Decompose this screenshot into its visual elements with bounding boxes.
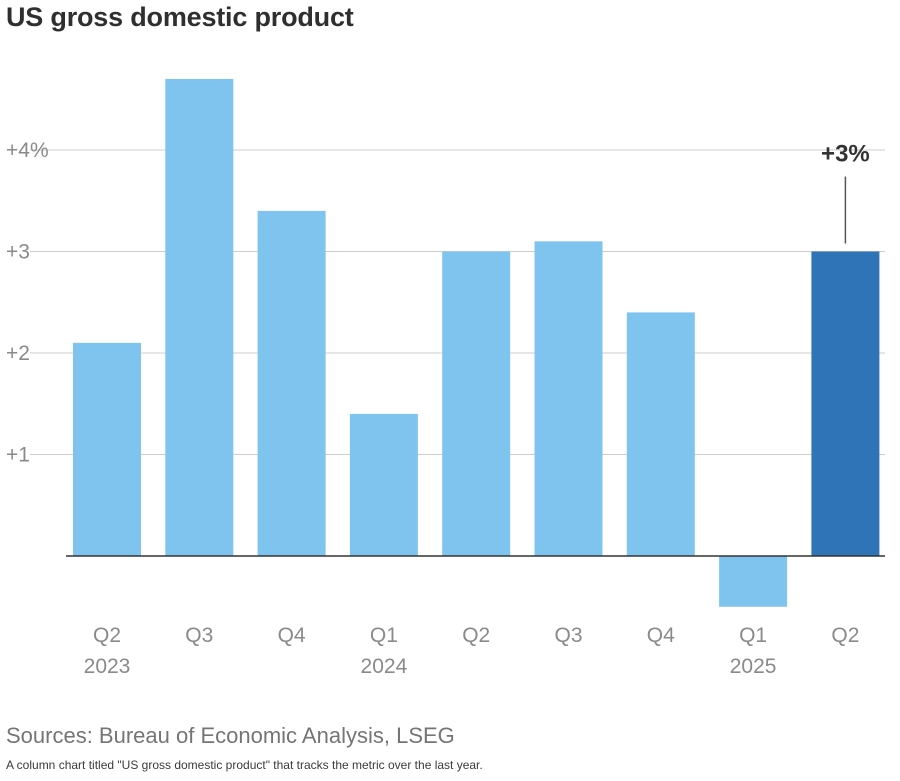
x-tick-label: Q1 — [739, 624, 767, 647]
x-tick-label: Q4 — [647, 624, 675, 647]
bar-q4-6 — [626, 312, 695, 556]
x-tick-label: Q2 — [462, 624, 490, 647]
y-tick-label: +4% — [6, 139, 49, 162]
bar-q2-0 — [73, 342, 141, 556]
source-note: Sources: Bureau of Economic Analysis, LS… — [6, 723, 455, 748]
bar-q1-7 — [719, 556, 788, 607]
x-tick-label: Q3 — [185, 624, 213, 647]
chart-caption: A column chart titled "US gross domestic… — [6, 758, 483, 772]
x-tick-label: Q1 — [370, 624, 398, 647]
x-tick-label: Q4 — [278, 624, 306, 647]
annotation-label: +3% — [821, 141, 870, 168]
bar-q2-4 — [442, 251, 511, 556]
gdp-bar-chart: +1 +2 +3 +4% Q2 2023 Q3 Q4 Q1 2024 Q2 Q3 Q4 Q1 2025 Q2 +… — [6, 78, 885, 678]
bar-q1-3 — [349, 413, 418, 556]
chart-title: US gross domestic product — [6, 2, 354, 32]
x-year-label: 2024 — [361, 655, 408, 678]
x-tick-label: Q2 — [831, 624, 859, 647]
x-year-label: 2023 — [84, 655, 131, 678]
bar-q3-1 — [165, 78, 234, 556]
x-tick-label: Q3 — [554, 624, 582, 647]
y-tick-label: +2 — [6, 342, 30, 365]
x-year-label: 2025 — [730, 655, 777, 678]
y-tick-label: +3 — [6, 241, 30, 264]
y-tick-label: +1 — [6, 444, 30, 467]
bar-q2-8 — [811, 251, 880, 556]
bar-q4-2 — [257, 210, 326, 556]
bar-q3-5 — [534, 241, 603, 556]
x-tick-label: Q2 — [93, 624, 121, 647]
